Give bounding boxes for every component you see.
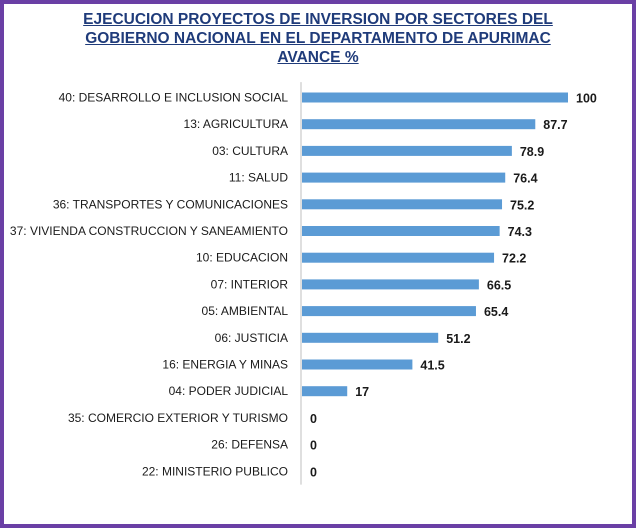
data-label: 0 (310, 439, 317, 453)
data-label: 78.9 (520, 145, 544, 159)
data-label: 17 (355, 385, 369, 399)
category-label: 40: DESARROLLO E INCLUSION SOCIAL (59, 91, 289, 105)
data-label: 51.2 (446, 332, 470, 346)
chart-title-line-2: GOBIERNO NACIONAL EN EL DEPARTAMENTO DE … (85, 30, 551, 47)
category-label: 16: ENERGIA Y MINAS (162, 358, 288, 372)
data-label: 74.3 (508, 225, 532, 239)
data-label: 75.2 (510, 198, 534, 212)
category-label: 05: AMBIENTAL (202, 304, 289, 318)
data-label: 87.7 (543, 118, 567, 132)
category-label: 04: PODER JUDICIAL (169, 384, 289, 398)
bar (302, 332, 439, 343)
category-label: 36: TRANSPORTES Y COMUNICACIONES (53, 197, 288, 211)
chart-title-line-3: AVANCE % (277, 49, 359, 66)
bar (302, 145, 512, 156)
data-label: 66.5 (487, 278, 511, 292)
category-label: 35: COMERCIO EXTERIOR Y TURISMO (68, 411, 288, 425)
bar (302, 306, 476, 317)
data-label: 100 (576, 92, 597, 106)
data-label: 65.4 (484, 305, 508, 319)
bar (302, 279, 479, 290)
category-label: 13: AGRICULTURA (184, 117, 288, 131)
chart-title: EJECUCION PROYECTOS DE INVERSION POR SEC… (0, 10, 636, 67)
category-label: 07: INTERIOR (211, 277, 289, 291)
bar (302, 252, 495, 263)
bar (302, 199, 503, 210)
bar (302, 359, 413, 370)
bar (302, 226, 500, 236)
category-label: 10: EDUCACION (196, 251, 288, 265)
bar (302, 172, 506, 183)
data-label: 76.4 (513, 172, 537, 186)
data-label: 41.5 (420, 359, 444, 373)
category-label: 22: MINISTERIO PUBLICO (142, 464, 288, 478)
category-label: 06: JUSTICIA (215, 331, 288, 345)
bar (302, 119, 536, 130)
category-label: 26: DEFENSA (211, 438, 288, 452)
bar (302, 386, 348, 397)
category-label: 03: CULTURA (212, 144, 288, 158)
category-label: 11: SALUD (229, 171, 288, 185)
data-label: 0 (310, 412, 317, 426)
bar (302, 92, 568, 103)
chart-title-line-1: EJECUCION PROYECTOS DE INVERSION POR SEC… (83, 11, 553, 28)
category-label: 37: VIVIENDA CONSTRUCCION Y SANEAMIENTO (10, 224, 288, 238)
data-label: 72.2 (502, 252, 526, 266)
data-label: 0 (310, 465, 317, 479)
